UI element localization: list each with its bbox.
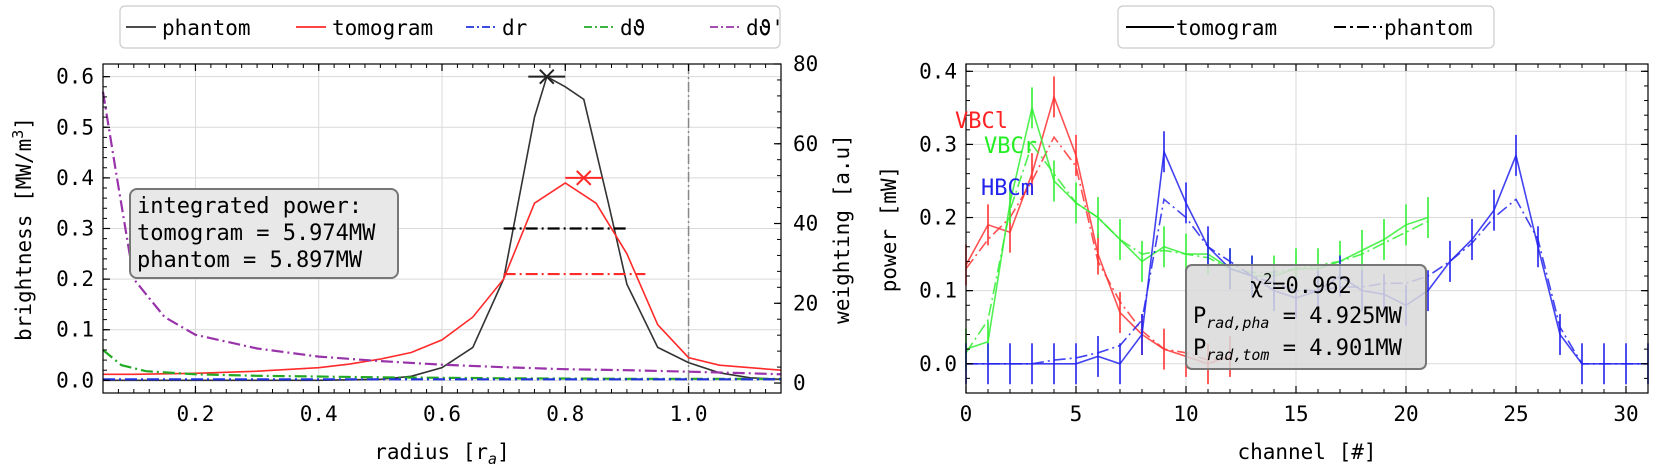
left-ytick-label: 0.3 (56, 217, 94, 241)
right-legend-label: phantom (1384, 16, 1473, 40)
left-ylabel-right: weighting [a.u] (830, 134, 854, 324)
integrated-power-phantom: phantom = 5.897MW (137, 248, 363, 273)
right-ytick-label: 0.1 (919, 279, 957, 303)
right-xtick-label: 25 (1503, 402, 1528, 426)
left-ytick-label: 0.1 (56, 318, 94, 342)
right-xlabel: channel [#] (1237, 440, 1376, 464)
right-xtick-label: 20 (1393, 402, 1418, 426)
left-legend: phantom tomogram dr dϑ dϑ' (119, 5, 784, 49)
left-series-line (103, 181, 782, 376)
left-legend-label: phantom (162, 16, 251, 40)
right-plot-frame (965, 63, 1649, 394)
left-xtick-label: 0.4 (300, 402, 338, 426)
right-grid (965, 64, 1648, 393)
stats-box-bg (1185, 264, 1427, 370)
peak-marker (539, 68, 555, 85)
stats-box: χ2=0.962 Prad,pha = 4.925MW Prad,tom = 4… (1185, 264, 1427, 370)
camera-label-vbcl: VBCl (955, 109, 1008, 134)
right-legend: tomogram phantom (1117, 5, 1495, 49)
right-ticks: 0 5 10 15 20 25 30 0.0 0.1 0.2 0.3 0.4 (919, 59, 1649, 426)
left-xtick-label: 0.6 (423, 402, 461, 426)
camera-label-vbcr: VBCr (984, 134, 1037, 159)
left-xtick-label: 0.8 (546, 402, 584, 426)
left-ytick-label: 0.2 (56, 267, 94, 291)
stats-p-rad-pha: Prad,pha = 4.925MW (1193, 304, 1403, 332)
peak-marker (576, 170, 592, 186)
left-legend-label: dϑ (620, 16, 645, 40)
stats-p-rad-tom: Prad,tom = 4.901MW (1193, 336, 1403, 364)
left-xlabel: radius [ra] (374, 440, 509, 468)
right-ytick-label: 0.3 (919, 132, 957, 156)
left-ytick-right-label: 40 (793, 212, 818, 236)
right-panel: 0 5 10 15 20 25 30 0.0 0.1 0.2 0.3 0.4 tomogram phan… (877, 5, 1649, 464)
right-series-line (965, 104, 1429, 350)
right-xtick-label: 30 (1613, 402, 1638, 426)
left-ytick-label: 0.0 (56, 368, 94, 392)
integrated-power-tomogram: tomogram = 5.974MW (137, 221, 376, 246)
left-ytick-label: 0.6 (56, 65, 94, 89)
left-legend-box (119, 5, 781, 49)
right-legend-label: tomogram (1176, 16, 1277, 40)
right-ytick-label: 0.4 (919, 59, 957, 83)
left-ytick-right-label: 60 (793, 132, 818, 156)
left-series-line (103, 75, 782, 382)
right-xtick-label: 0 (960, 402, 973, 426)
right-xtick-label: 5 (1070, 402, 1083, 426)
left-ytick-label: 0.5 (56, 115, 94, 139)
right-xtick-label: 10 (1173, 402, 1198, 426)
left-xtick-label: 0.2 (176, 402, 214, 426)
left-panel: 0.2 0.4 0.6 0.8 1.0 0.0 0.1 0.2 0.3 0.4 0.5 0.6 0 20 4… (9, 5, 854, 468)
left-series-line (102, 349, 781, 380)
left-legend-label: dr (502, 16, 527, 40)
left-ytick-right-label: 0 (793, 371, 806, 395)
left-series (101, 64, 782, 393)
right-ytick-label: 0.2 (919, 206, 957, 230)
camera-label-hbcm: HBCm (981, 176, 1034, 201)
left-ytick-label: 0.4 (56, 166, 94, 190)
left-ticks: 0.2 0.4 0.6 0.8 1.0 0.0 0.1 0.2 0.3 0.4 0.5 0.6 0 20 4… (56, 52, 818, 426)
integrated-power-title: integrated power: (137, 194, 362, 219)
left-legend-label: dϑ' (746, 16, 784, 40)
stats-chi2: χ2=0.962 (1250, 270, 1352, 299)
left-ylabel: brightness [MW/m3] (9, 117, 36, 341)
left-ytick-right-label: 20 (793, 291, 818, 315)
right-legend-box (1117, 5, 1495, 49)
left-xtick-label: 1.0 (670, 402, 708, 426)
right-ytick-label: 0.0 (919, 352, 957, 376)
right-ylabel: power [mW] (877, 166, 901, 292)
left-legend-label: tomogram (332, 16, 433, 40)
integrated-power-box-bg (129, 188, 399, 279)
left-series-line (101, 91, 782, 376)
right-xtick-label: 15 (1283, 402, 1308, 426)
left-ytick-right-label: 80 (793, 52, 818, 76)
integrated-power-box: integrated power: tomogram = 5.974MW pha… (129, 188, 399, 279)
